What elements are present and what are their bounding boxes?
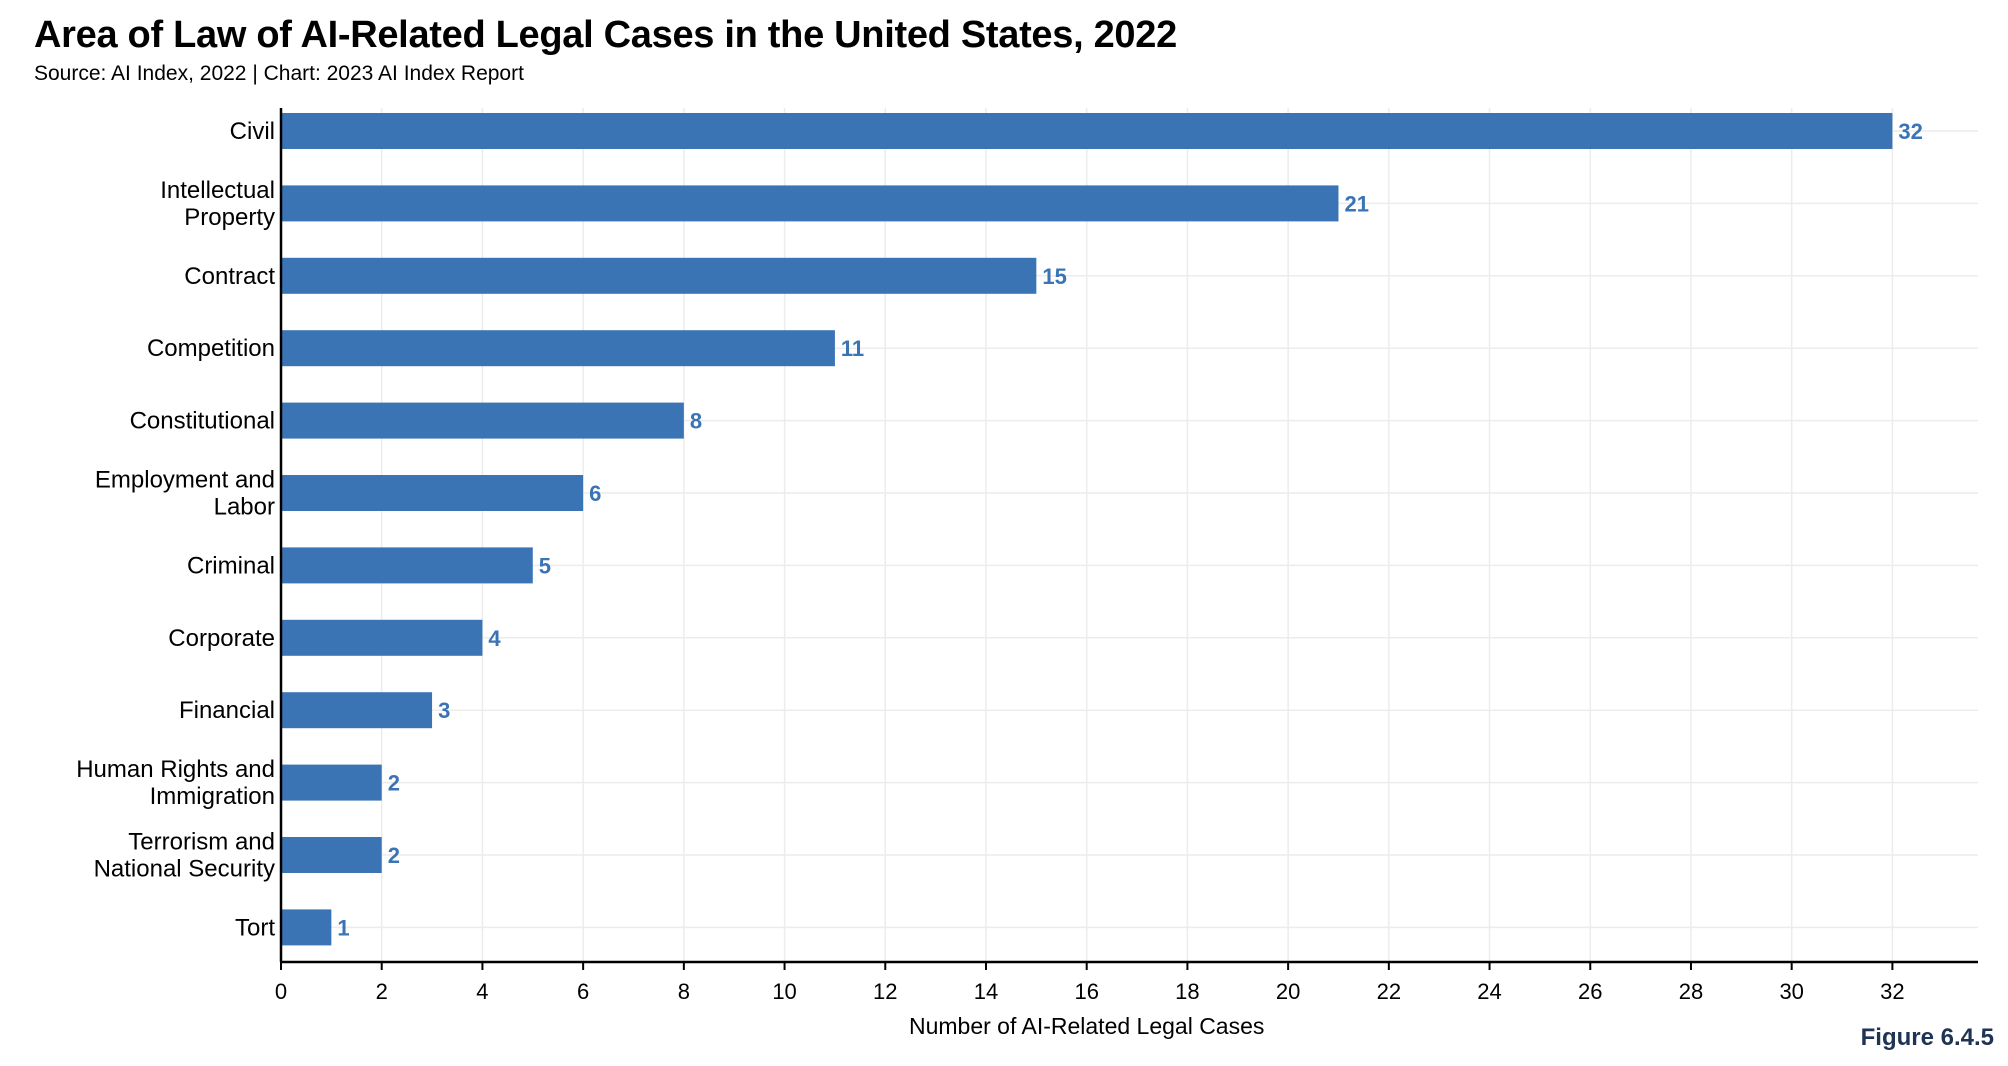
category-label: Financial bbox=[179, 697, 275, 724]
data-label: 2 bbox=[388, 771, 400, 796]
figure-label: Figure 6.4.5 bbox=[1860, 1024, 1994, 1051]
chart-subtitle: Source: AI Index, 2022 | Chart: 2023 AI … bbox=[34, 62, 524, 85]
category-label: Competition bbox=[147, 335, 275, 362]
bar bbox=[281, 692, 433, 729]
category-label: Civil bbox=[230, 118, 275, 145]
category-label-line: Human Rights and bbox=[76, 756, 275, 783]
x-tick-label: 24 bbox=[1477, 979, 1501, 1004]
bar bbox=[281, 113, 1893, 149]
gridlines bbox=[281, 108, 1978, 962]
data-label: 5 bbox=[539, 553, 551, 578]
category-label-line: Employment and bbox=[95, 467, 275, 494]
category-labels: Civil Intellectual Property Contract Competi… bbox=[76, 118, 275, 941]
x-tick-label: 22 bbox=[1377, 979, 1401, 1004]
x-tick-label: 6 bbox=[577, 979, 589, 1004]
category-label: Constitutional bbox=[130, 408, 275, 435]
category-label: Corporate bbox=[168, 625, 275, 652]
data-label: 2 bbox=[388, 843, 400, 868]
chart-title: Area of Law of AI-Related Legal Cases in… bbox=[34, 14, 1177, 56]
data-label: 6 bbox=[589, 481, 601, 506]
axes bbox=[279, 108, 1978, 970]
x-tick-label: 8 bbox=[678, 979, 690, 1004]
bar bbox=[281, 402, 684, 439]
category-label-line: Property bbox=[184, 204, 275, 231]
x-tick-label: 18 bbox=[1175, 979, 1199, 1004]
data-label: 15 bbox=[1042, 264, 1066, 289]
bar bbox=[281, 475, 584, 511]
category-label-line: National Security bbox=[94, 856, 275, 883]
bar bbox=[281, 619, 483, 656]
x-tick-label: 16 bbox=[1074, 979, 1098, 1004]
category-label-line: Tort bbox=[235, 914, 275, 941]
category-label-line: Criminal bbox=[187, 552, 275, 579]
category-label-line: Constitutional bbox=[130, 408, 275, 435]
x-tick-label: 26 bbox=[1578, 979, 1602, 1004]
category-label-line: Labor bbox=[214, 494, 275, 521]
data-label: 11 bbox=[841, 336, 864, 361]
category-label-line: Terrorism and bbox=[128, 829, 275, 856]
data-label: 32 bbox=[1898, 119, 1922, 144]
x-tick-label: 10 bbox=[772, 979, 796, 1004]
bars bbox=[281, 113, 1893, 946]
x-tick-label: 20 bbox=[1276, 979, 1300, 1004]
category-label: Employment and Labor bbox=[95, 467, 275, 521]
x-axis-title: Number of AI-Related Legal Cases bbox=[909, 1013, 1264, 1039]
x-tick-label: 0 bbox=[275, 979, 287, 1004]
category-label-line: Civil bbox=[230, 118, 275, 145]
data-label: 3 bbox=[438, 698, 450, 723]
x-tick-label: 30 bbox=[1779, 979, 1803, 1004]
x-tick-label: 14 bbox=[974, 979, 998, 1004]
category-label: Terrorism and National Security bbox=[94, 829, 275, 883]
x-tick-label: 4 bbox=[476, 979, 488, 1004]
x-tick-labels: 0 2 4 6 8 10 12 14 16 18 20 22 24 26 28 30 32 bbox=[275, 979, 1905, 1004]
category-label-line: Immigration bbox=[150, 783, 275, 810]
bar bbox=[281, 909, 332, 946]
data-label: 21 bbox=[1344, 191, 1368, 216]
category-label-line: Competition bbox=[147, 335, 275, 362]
category-label-line: Corporate bbox=[168, 625, 275, 652]
category-label: Intellectual Property bbox=[160, 177, 275, 231]
bar bbox=[281, 837, 382, 873]
x-tick-label: 12 bbox=[873, 979, 897, 1004]
data-label: 8 bbox=[690, 409, 702, 434]
bar bbox=[281, 330, 835, 367]
x-tick-label: 2 bbox=[376, 979, 388, 1004]
x-tick-label: 28 bbox=[1679, 979, 1703, 1004]
data-label: 1 bbox=[337, 915, 349, 940]
x-tick-label: 32 bbox=[1880, 979, 1904, 1004]
category-label: Human Rights and Immigration bbox=[76, 756, 275, 810]
data-label: 4 bbox=[488, 626, 501, 651]
category-label-line: Contract bbox=[184, 263, 275, 290]
category-label-line: Financial bbox=[179, 697, 275, 724]
bar bbox=[281, 764, 382, 801]
bar bbox=[281, 185, 1339, 222]
bar bbox=[281, 257, 1037, 294]
category-label: Contract bbox=[184, 263, 275, 290]
bar bbox=[281, 547, 533, 584]
category-label-line: Intellectual bbox=[160, 177, 275, 204]
category-label: Criminal bbox=[187, 552, 275, 579]
category-label: Tort bbox=[235, 914, 275, 941]
